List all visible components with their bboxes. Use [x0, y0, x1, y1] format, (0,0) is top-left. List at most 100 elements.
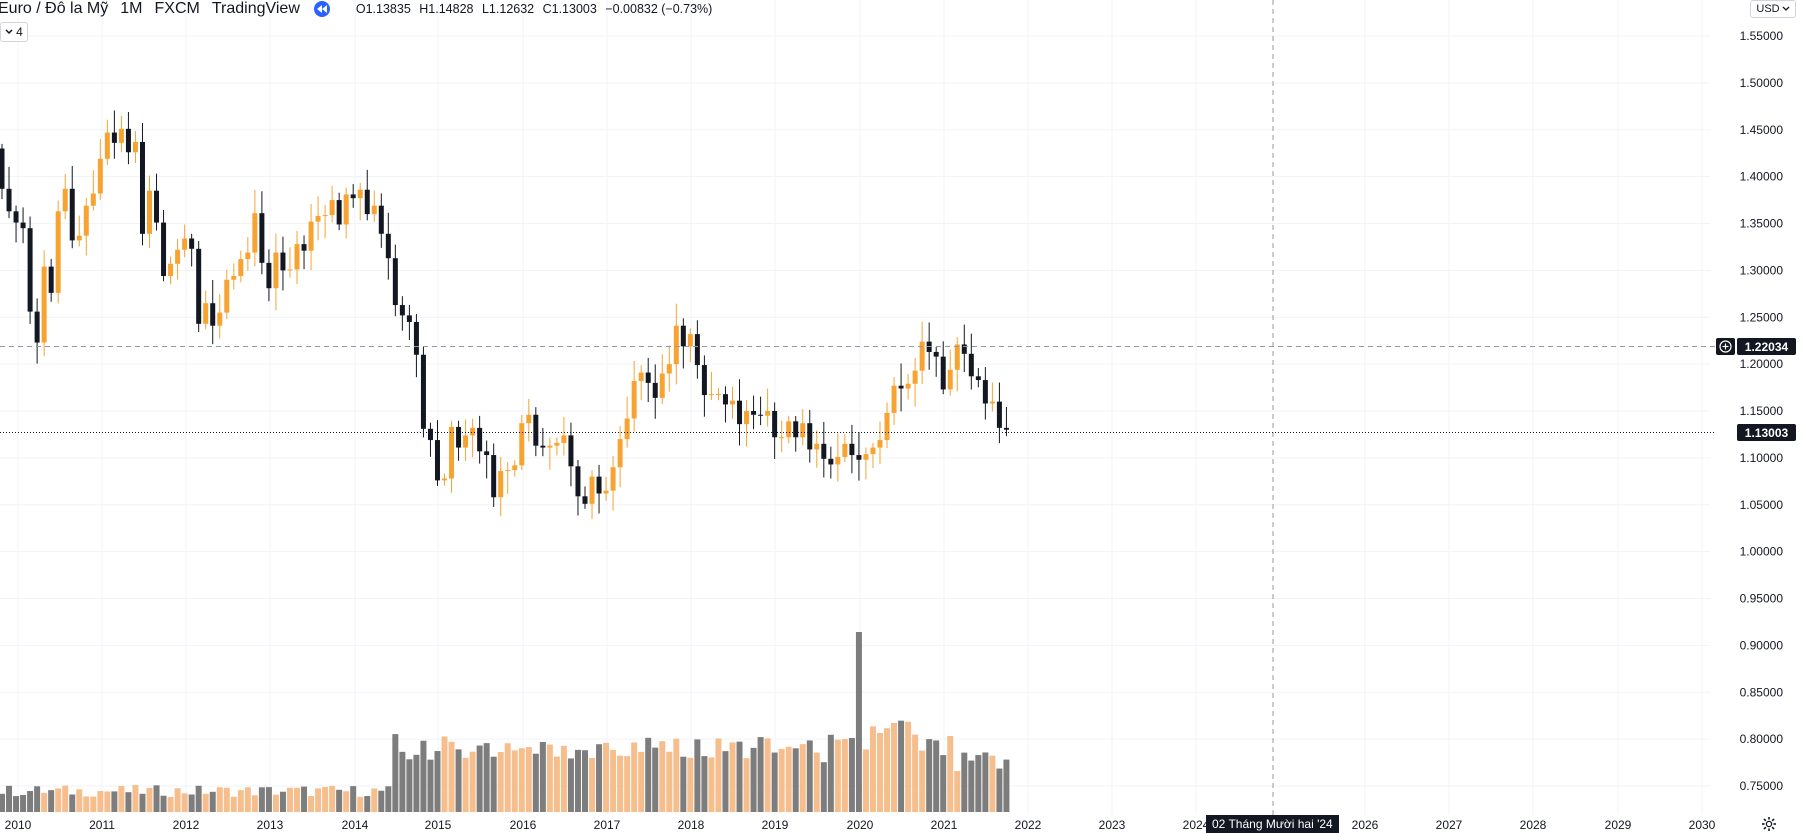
volume-bar: [961, 752, 968, 812]
y-tick-label: 1.10000: [1740, 451, 1784, 465]
candle-body: [1003, 427, 1009, 430]
volume-bar: [13, 796, 20, 812]
volume-bar: [659, 741, 666, 812]
candle-body: [968, 353, 974, 377]
y-tick-label: 0.75000: [1740, 779, 1784, 793]
candle-body: [666, 364, 672, 374]
x-tick-label: 2024: [1183, 818, 1210, 832]
open-value: O1.13835: [355, 2, 411, 16]
y-tick-label: 1.05000: [1740, 498, 1784, 512]
replay-icon[interactable]: [313, 1, 330, 17]
candle-body: [975, 376, 981, 381]
volume-bar: [764, 738, 771, 812]
indicators-toggle-button[interactable]: 4: [0, 22, 28, 42]
candle-body: [357, 189, 363, 199]
currency-select[interactable]: USD: [1750, 0, 1796, 18]
indicator-count: 4: [16, 25, 23, 39]
volume-bar: [610, 749, 617, 812]
volume-bar: [813, 752, 820, 812]
crosshair-date-tag: 02 Tháng Mười hai '24: [1206, 815, 1339, 833]
candle-body: [427, 428, 433, 441]
volume-bar: [476, 745, 483, 812]
candle-body: [933, 351, 939, 357]
volume-bar: [820, 762, 827, 812]
add-alert-icon[interactable]: [1716, 338, 1735, 355]
volume-bar: [301, 786, 308, 812]
candle-body: [90, 193, 96, 206]
volume-bar: [940, 755, 947, 812]
volume-bar: [553, 756, 560, 812]
candle-body: [884, 412, 890, 441]
candle-body: [231, 276, 237, 280]
volume-bar: [750, 747, 757, 812]
volume-bar: [76, 789, 83, 812]
gear-icon[interactable]: [1761, 816, 1777, 832]
candle-body: [603, 490, 609, 494]
currency-label: USD: [1756, 3, 1780, 15]
candle-body: [898, 385, 904, 389]
volume-bar: [34, 786, 41, 812]
candle-body: [589, 476, 595, 504]
volume-bar: [55, 788, 62, 812]
volume-bar: [322, 786, 329, 812]
volume-bar: [6, 785, 13, 812]
candle-body: [322, 215, 328, 217]
volume-bar: [778, 748, 785, 812]
volume-bar: [0, 793, 5, 812]
candle-body: [385, 233, 391, 259]
candle-body: [863, 454, 869, 460]
candle-body: [708, 394, 714, 396]
volume-bar: [504, 743, 511, 812]
x-tick-label: 2018: [678, 818, 705, 832]
volume-bar: [350, 786, 357, 812]
candle-body: [989, 401, 995, 404]
volume-bar: [841, 739, 848, 812]
candle-body: [238, 259, 244, 276]
volume-bar: [708, 757, 715, 812]
volume-bar: [919, 750, 926, 812]
volume-bar: [174, 788, 181, 812]
candle-body: [161, 222, 167, 276]
candle-body: [125, 128, 131, 153]
candle-body: [722, 394, 728, 405]
volume-bar: [912, 734, 919, 812]
exchange-label: FXCM: [154, 0, 200, 17]
volume-bar: [736, 741, 743, 812]
volume-bar: [146, 787, 153, 812]
candle-body: [0, 148, 5, 189]
volume-bar: [701, 756, 708, 812]
volume-bar: [848, 738, 855, 812]
candle-body: [245, 252, 251, 260]
volume-bar: [308, 796, 315, 812]
volume-bar: [996, 768, 1003, 812]
candle-body: [912, 370, 918, 384]
candle-body: [41, 266, 47, 343]
candle-body: [392, 258, 398, 306]
volume-bar: [153, 785, 160, 812]
candle-body: [308, 221, 314, 251]
volume-bar: [680, 756, 687, 812]
candle-body: [533, 414, 539, 446]
candle-body: [104, 132, 110, 159]
candle-body: [189, 238, 195, 249]
last-price-tag: 1.13003: [1737, 424, 1796, 441]
symbol-name[interactable]: Euro / Đô la Mỹ: [0, 0, 109, 17]
candle-body: [786, 421, 792, 438]
volume-bar: [869, 726, 876, 812]
volume-bar: [652, 747, 659, 812]
candle-body: [20, 222, 26, 229]
interval-label[interactable]: 1M: [120, 0, 143, 17]
candle-body: [638, 372, 644, 381]
candle-body: [498, 471, 504, 498]
symbol-legend: Euro / Đô la Mỹ 1M FXCM TradingView O1.1…: [0, 0, 717, 18]
volume-bar: [69, 794, 76, 812]
close-value: C1.13003: [542, 2, 597, 16]
volume-bar: [877, 732, 883, 812]
candle-body: [76, 235, 82, 241]
volume-bar: [279, 791, 286, 812]
y-tick-label: 1.45000: [1740, 123, 1784, 137]
candle-body: [800, 423, 806, 438]
volume-bar: [827, 734, 834, 812]
volume-bar: [497, 752, 504, 812]
